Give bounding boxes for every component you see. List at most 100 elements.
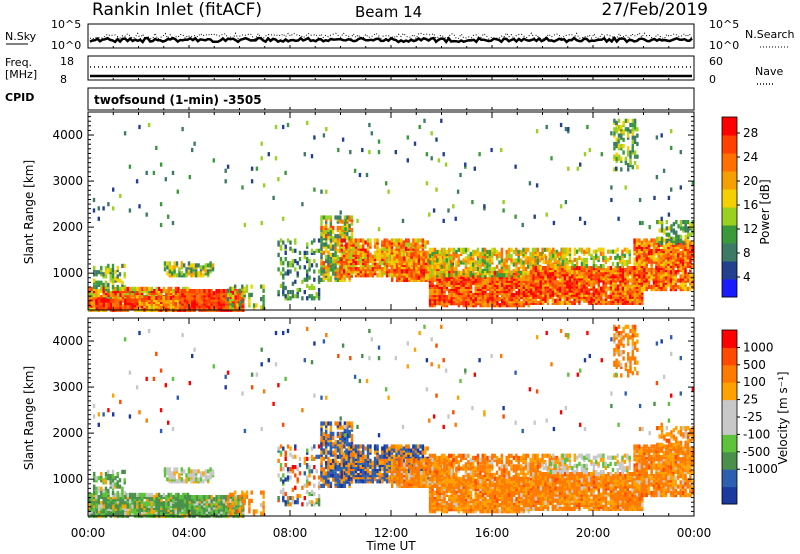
power-cell [306, 283, 309, 288]
power-cell [483, 264, 487, 269]
power-cell [393, 242, 396, 247]
power-cell [336, 215, 340, 220]
power-cell [192, 271, 195, 276]
power-cell [640, 251, 644, 256]
power-cell [346, 223, 349, 228]
power-cell [528, 181, 532, 186]
power-cell [366, 246, 370, 251]
power-cell [171, 220, 175, 226]
power-cell [407, 260, 410, 266]
power-cell [469, 264, 472, 269]
power-cell [409, 246, 413, 251]
power-cell [484, 303, 487, 308]
power-cell [343, 265, 347, 270]
power-cell [284, 285, 287, 291]
power-cell [111, 278, 115, 283]
power-cell [667, 195, 671, 200]
power-cell [348, 223, 351, 228]
velocity-cell [88, 492, 91, 497]
power-cell [610, 185, 613, 190]
power-cell [657, 261, 660, 266]
power-cell [544, 259, 548, 265]
power-cell [675, 238, 678, 243]
power-cell [568, 266, 571, 271]
power-cell [438, 260, 441, 265]
power-cell [343, 221, 347, 226]
power-cell [647, 249, 651, 254]
power-cell [340, 238, 343, 243]
power-cell [403, 269, 406, 274]
power-cell [455, 288, 458, 294]
power-cell [428, 264, 432, 269]
power-cell [332, 236, 335, 241]
power-cell [129, 286, 132, 291]
power-cell [670, 129, 673, 134]
power-cell [436, 301, 439, 306]
power-cell [650, 251, 653, 256]
power-cell [296, 287, 299, 293]
power-cell [436, 264, 439, 269]
cpid-label: CPID [5, 91, 34, 104]
power-cell [457, 258, 460, 263]
power-cell [527, 264, 530, 269]
power-cell [478, 152, 481, 157]
power-cell [615, 127, 618, 132]
power-cell [388, 246, 391, 251]
power-cell [544, 270, 547, 275]
power-cell [662, 168, 666, 173]
power-cell [488, 266, 492, 271]
power-cell [405, 246, 408, 251]
power-cell [684, 238, 687, 243]
power-cell [627, 133, 630, 138]
power-cell [394, 150, 397, 155]
power-cell [181, 127, 184, 132]
power-cell [665, 232, 668, 237]
power-cell [615, 137, 618, 142]
power-cell [507, 256, 511, 261]
power-cell [652, 257, 656, 262]
power-cell [339, 217, 342, 222]
power-cell [117, 300, 120, 305]
power-cell [241, 292, 244, 297]
power-cell [534, 266, 538, 271]
power-cell [109, 291, 113, 296]
power-cell [354, 260, 358, 266]
power-cell [660, 222, 664, 227]
power-cell [595, 249, 598, 254]
power-cell [510, 258, 513, 263]
power-cell [580, 261, 584, 267]
power-cell [366, 262, 370, 268]
power-cell [684, 220, 687, 225]
power-cell [638, 220, 642, 226]
power-cell [566, 259, 569, 265]
power-cell [452, 273, 456, 278]
power-cell [455, 297, 458, 302]
power-cell [385, 252, 389, 257]
velocity-cell [90, 497, 93, 502]
power-cell [248, 292, 251, 297]
power-cell [282, 281, 285, 286]
power-cell [677, 278, 680, 283]
power-cell [320, 221, 323, 226]
power-cell [340, 246, 343, 251]
power-cell [320, 225, 323, 230]
power-cell [428, 212, 431, 217]
power-cell [592, 282, 596, 287]
power-cell [140, 297, 144, 302]
power-cell [412, 277, 416, 282]
power-cell [138, 124, 141, 130]
power-cell [376, 273, 379, 278]
power-cell [376, 254, 379, 259]
power-cell [440, 247, 444, 252]
power-cell [400, 277, 404, 282]
power-cell [117, 298, 120, 303]
power-cell [476, 271, 480, 276]
power-cell [512, 268, 516, 274]
power-cell [416, 242, 420, 247]
power-cell [551, 290, 554, 295]
power-cell [464, 264, 468, 269]
power-cell [107, 202, 110, 207]
power-cell [357, 238, 360, 243]
power-cell [320, 189, 323, 194]
power-cell [617, 125, 621, 130]
